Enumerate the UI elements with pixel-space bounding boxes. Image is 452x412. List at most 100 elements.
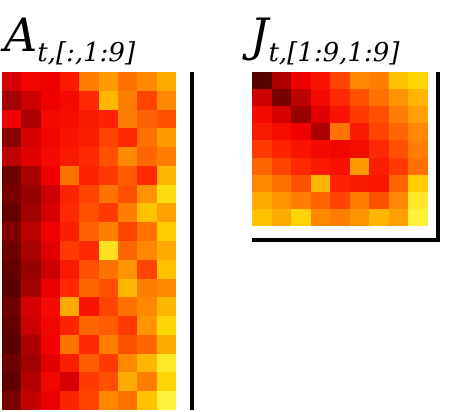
heatmap-cell — [2, 128, 22, 148]
heatmap-cell — [79, 147, 99, 166]
heatmap-cell — [79, 316, 99, 335]
heatmap-cell — [40, 241, 60, 260]
heatmap-cell — [21, 222, 41, 241]
heatmap-cell — [408, 89, 428, 107]
heatmap-cell — [137, 372, 157, 392]
heatmap-cell — [2, 278, 22, 298]
heatmap-cell — [98, 184, 118, 204]
heatmap-cell — [291, 208, 311, 226]
heatmap-cell — [388, 157, 409, 175]
heatmap-cell — [349, 72, 370, 90]
heatmap-cell — [291, 157, 311, 175]
heatmap-cell — [408, 106, 428, 124]
heatmap-cell — [156, 353, 176, 373]
heatmap-cell — [40, 334, 60, 354]
heatmap-cell — [310, 174, 331, 192]
heatmap-cell — [137, 184, 157, 204]
heatmap-cell — [60, 297, 80, 317]
heatmap-cell — [118, 353, 138, 373]
heatmap-cell — [291, 174, 311, 192]
heatmap-cell — [98, 391, 118, 410]
heatmap-cell — [40, 391, 60, 410]
heatmap-cell — [118, 278, 138, 298]
heatmap-cell — [291, 106, 311, 124]
heatmap-cell — [98, 222, 118, 241]
heatmap-cell — [60, 147, 80, 166]
heatmap-cell — [40, 372, 60, 392]
matrix-j-bottom-border — [252, 238, 440, 242]
heatmap-cell — [40, 165, 60, 185]
heatmap-cell — [79, 391, 99, 410]
heatmap-cell — [60, 241, 80, 260]
heatmap-cell — [330, 174, 350, 192]
heatmap-cell — [98, 147, 118, 166]
matrix-a-title: At,[:,1:9] — [4, 12, 135, 66]
heatmap-cell — [79, 278, 99, 298]
heatmap-cell — [21, 241, 41, 260]
heatmap-cell — [156, 259, 176, 279]
heatmap-cell — [330, 72, 350, 90]
heatmap-cell — [156, 334, 176, 354]
heatmap-cell — [349, 191, 370, 209]
heatmap-cell — [98, 297, 118, 317]
matrix-a-heatmap — [2, 72, 176, 410]
heatmap-cell — [21, 391, 41, 410]
heatmap-cell — [2, 90, 22, 110]
heatmap-cell — [98, 128, 118, 148]
heatmap-cell — [60, 334, 80, 354]
heatmap-cell — [252, 123, 272, 141]
heatmap-cell — [60, 109, 80, 129]
heatmap-cell — [408, 72, 428, 90]
heatmap-cell — [137, 90, 157, 110]
heatmap-cell — [137, 109, 157, 129]
heatmap-cell — [330, 106, 350, 124]
heatmap-cell — [349, 123, 370, 141]
heatmap-cell — [2, 222, 22, 241]
heatmap-cell — [271, 89, 292, 107]
heatmap-cell — [408, 140, 428, 158]
matrix-j-subscript: t,[1:9,1:9] — [268, 38, 400, 68]
heatmap-cell — [21, 297, 41, 317]
heatmap-cell — [60, 128, 80, 148]
heatmap-cell — [369, 140, 389, 158]
heatmap-cell — [369, 157, 389, 175]
heatmap-cell — [60, 391, 80, 410]
heatmap-cell — [156, 316, 176, 335]
heatmap-cell — [98, 165, 118, 185]
heatmap-cell — [118, 297, 138, 317]
heatmap-cell — [369, 191, 389, 209]
heatmap-cell — [21, 372, 41, 392]
heatmap-cell — [310, 89, 331, 107]
heatmap-cell — [79, 128, 99, 148]
heatmap-cell — [118, 391, 138, 410]
heatmap-cell — [98, 316, 118, 335]
heatmap-cell — [252, 106, 272, 124]
heatmap-cell — [2, 334, 22, 354]
heatmap-cell — [137, 241, 157, 260]
heatmap-cell — [79, 203, 99, 223]
heatmap-cell — [79, 353, 99, 373]
heatmap-cell — [40, 184, 60, 204]
heatmap-cell — [349, 89, 370, 107]
heatmap-cell — [330, 123, 350, 141]
heatmap-cell — [118, 184, 138, 204]
heatmap-cell — [60, 259, 80, 279]
heatmap-cell — [2, 147, 22, 166]
heatmap-cell — [98, 203, 118, 223]
heatmap-cell — [79, 90, 99, 110]
heatmap-cell — [137, 222, 157, 241]
heatmap-cell — [137, 147, 157, 166]
heatmap-cell — [408, 123, 428, 141]
heatmap-cell — [79, 184, 99, 204]
heatmap-cell — [2, 259, 22, 279]
heatmap-cell — [310, 191, 331, 209]
heatmap-cell — [118, 372, 138, 392]
matrix-j-right-border — [436, 72, 440, 242]
heatmap-cell — [310, 157, 331, 175]
heatmap-cell — [310, 208, 331, 226]
heatmap-cell — [118, 72, 138, 91]
heatmap-cell — [156, 90, 176, 110]
heatmap-cell — [60, 184, 80, 204]
heatmap-cell — [271, 208, 292, 226]
heatmap-cell — [369, 72, 389, 90]
